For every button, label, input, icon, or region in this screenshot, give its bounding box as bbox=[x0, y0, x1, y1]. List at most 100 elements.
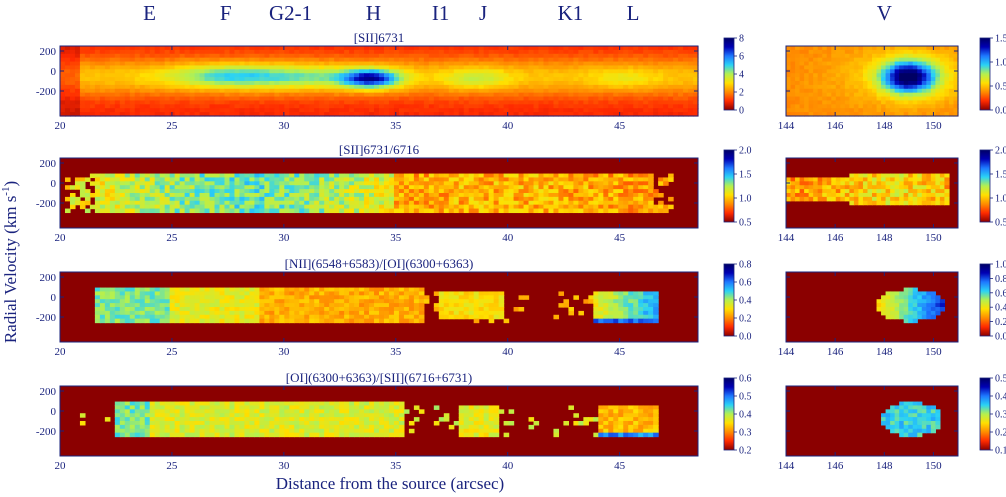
heatmap-cell bbox=[393, 108, 400, 113]
heatmap-cell bbox=[299, 112, 305, 117]
heatmap-cell bbox=[488, 96, 495, 102]
heatmap-cell bbox=[229, 208, 236, 214]
heatmap-cell bbox=[124, 303, 131, 308]
heatmap-cell bbox=[493, 208, 500, 214]
heatmap-cell bbox=[94, 61, 101, 67]
heatmap-cell bbox=[379, 173, 385, 179]
heatmap-cell bbox=[648, 299, 654, 304]
heatmap-cell bbox=[299, 193, 305, 198]
heatmap-cell bbox=[139, 299, 146, 304]
heatmap-cell bbox=[518, 77, 525, 82]
heatmap-cell bbox=[408, 96, 415, 102]
heatmap-cell bbox=[613, 96, 619, 102]
heatmap-cell bbox=[921, 96, 927, 102]
heatmap-cell bbox=[299, 84, 305, 90]
heatmap-cell bbox=[269, 69, 275, 74]
heatmap-cell bbox=[144, 73, 151, 78]
heatmap-cell bbox=[189, 189, 196, 194]
heatmap-cell bbox=[289, 84, 295, 90]
heatmap-cell bbox=[598, 61, 604, 67]
heatmap-cell bbox=[249, 77, 255, 82]
heatmap-cell bbox=[831, 61, 837, 67]
heatmap-cell bbox=[214, 291, 221, 296]
heatmap-cell bbox=[438, 173, 445, 179]
heatmap-cell bbox=[583, 193, 589, 198]
heatmap-cell bbox=[683, 77, 689, 82]
heatmap-cell bbox=[289, 61, 295, 67]
heatmap-cell bbox=[393, 112, 400, 117]
heatmap-cell bbox=[249, 96, 255, 102]
heatmap-cell bbox=[538, 193, 545, 198]
heatmap-cell bbox=[129, 92, 136, 98]
heatmap-cell bbox=[388, 49, 395, 55]
heatmap-cell bbox=[294, 46, 300, 51]
heatmap-cell bbox=[369, 287, 375, 293]
heatmap-cell bbox=[668, 57, 674, 63]
heatmap-cell bbox=[673, 96, 679, 102]
heatmap-cell bbox=[119, 208, 126, 214]
heatmap-cell bbox=[379, 287, 385, 293]
heatmap-cell bbox=[573, 181, 579, 186]
heatmap-cell bbox=[831, 177, 837, 182]
heatmap-cell bbox=[359, 112, 365, 117]
heatmap-cell bbox=[795, 196, 801, 202]
heatmap-cell bbox=[209, 200, 216, 206]
heatmap-cell bbox=[673, 77, 679, 82]
heatmap-cell bbox=[548, 77, 555, 82]
heatmap-cell bbox=[508, 53, 515, 59]
heatmap-cell bbox=[149, 303, 156, 308]
heatmap-cell bbox=[917, 104, 923, 109]
heatmap-cell bbox=[443, 88, 450, 94]
heatmap-cell bbox=[284, 53, 290, 59]
heatmap-cell bbox=[523, 100, 530, 105]
heatmap-cell bbox=[844, 61, 850, 67]
heatmap-cell bbox=[149, 69, 156, 74]
heatmap-cell bbox=[822, 92, 828, 98]
heatmap-cell bbox=[623, 177, 629, 182]
heatmap-cell bbox=[99, 100, 106, 105]
heatmap-cell bbox=[418, 92, 425, 98]
heatmap-cell bbox=[289, 92, 295, 98]
heatmap-cell bbox=[443, 96, 450, 102]
heatmap-cell bbox=[881, 77, 887, 82]
heatmap-cell bbox=[831, 49, 837, 55]
heatmap-cell bbox=[543, 96, 550, 102]
heatmap-cell bbox=[134, 291, 141, 296]
heatmap-cell bbox=[184, 173, 191, 179]
heatmap-cell bbox=[533, 65, 540, 70]
heatmap-cell bbox=[259, 65, 265, 70]
heatmap-cell bbox=[314, 73, 320, 78]
heatmap-cell bbox=[463, 57, 470, 63]
heatmap-cell bbox=[94, 295, 101, 300]
heatmap-cell bbox=[804, 92, 810, 98]
heatmap-cell bbox=[259, 303, 265, 308]
heatmap-cell bbox=[119, 200, 126, 206]
heatmap-cell bbox=[668, 61, 674, 67]
heatmap-cell bbox=[835, 108, 841, 113]
heatmap-cell bbox=[813, 185, 819, 190]
heatmap-cell bbox=[388, 177, 395, 182]
heatmap-cell bbox=[369, 73, 375, 78]
heatmap-cell bbox=[503, 61, 510, 67]
heatmap-cell bbox=[890, 88, 896, 94]
heatmap-cell bbox=[393, 295, 400, 300]
heatmap-cell bbox=[319, 88, 325, 94]
heatmap-cell bbox=[885, 181, 891, 186]
heatmap-cell bbox=[573, 177, 579, 182]
heatmap-cell bbox=[858, 53, 864, 59]
heatmap-cell bbox=[428, 49, 435, 55]
heatmap-cell bbox=[478, 173, 485, 179]
heatmap-cell bbox=[359, 204, 365, 210]
heatmap-cell bbox=[124, 112, 131, 117]
heatmap-cell bbox=[234, 189, 241, 194]
heatmap-cell bbox=[618, 204, 624, 210]
heatmap-cell bbox=[638, 295, 644, 300]
heatmap-cell bbox=[849, 77, 855, 82]
heatmap-cell bbox=[488, 57, 495, 63]
heatmap-cell bbox=[99, 57, 106, 63]
heatmap-cell bbox=[64, 92, 71, 98]
heatmap-cell bbox=[804, 88, 810, 94]
heatmap-cell bbox=[169, 200, 176, 206]
heatmap-cell bbox=[284, 88, 290, 94]
heatmap-cell bbox=[229, 61, 236, 67]
